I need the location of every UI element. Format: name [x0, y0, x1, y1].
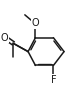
Text: O: O [1, 33, 9, 43]
Text: O: O [32, 18, 39, 28]
Text: F: F [51, 75, 56, 85]
